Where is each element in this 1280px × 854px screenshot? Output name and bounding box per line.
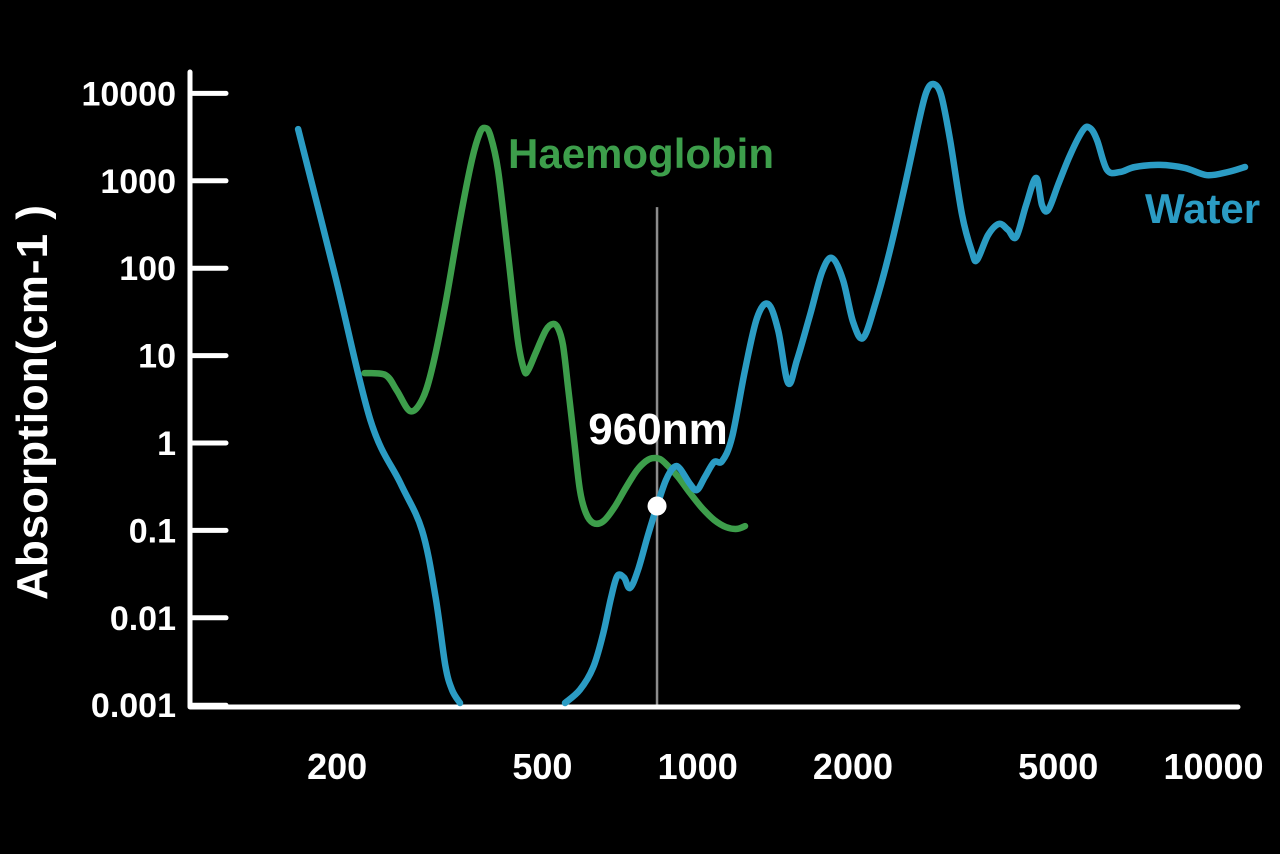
y-axis-title: Absorption(cm-1 )	[8, 204, 57, 600]
x-tick-label: 500	[512, 746, 572, 787]
marker-960nm-label: 960nm	[588, 405, 728, 454]
y-tick-label: 0.1	[129, 512, 176, 550]
haemoglobin-curve	[361, 124, 749, 533]
y-tick-label: 1000	[100, 163, 176, 201]
y-tick-label: 100	[119, 250, 176, 288]
x-tick-label: 2000	[813, 746, 893, 787]
marker-960nm-dot	[647, 496, 667, 516]
x-tick-label: 10000	[1163, 746, 1263, 787]
y-tick-label: 10000	[81, 75, 176, 113]
water-curve	[561, 80, 1249, 707]
x-tick-label: 1000	[658, 746, 738, 787]
y-tick-label: 1	[157, 425, 176, 463]
water-curve	[294, 125, 464, 707]
y-tick-label: 0.001	[91, 687, 176, 725]
y-tick-label: 0.01	[110, 600, 176, 638]
water-series-label: Water	[1145, 185, 1261, 232]
x-tick-label: 5000	[1018, 746, 1098, 787]
haemoglobin-series-label: Haemoglobin	[508, 130, 775, 177]
x-tick-label: 200	[307, 746, 367, 787]
y-tick-label: 10	[138, 338, 176, 376]
